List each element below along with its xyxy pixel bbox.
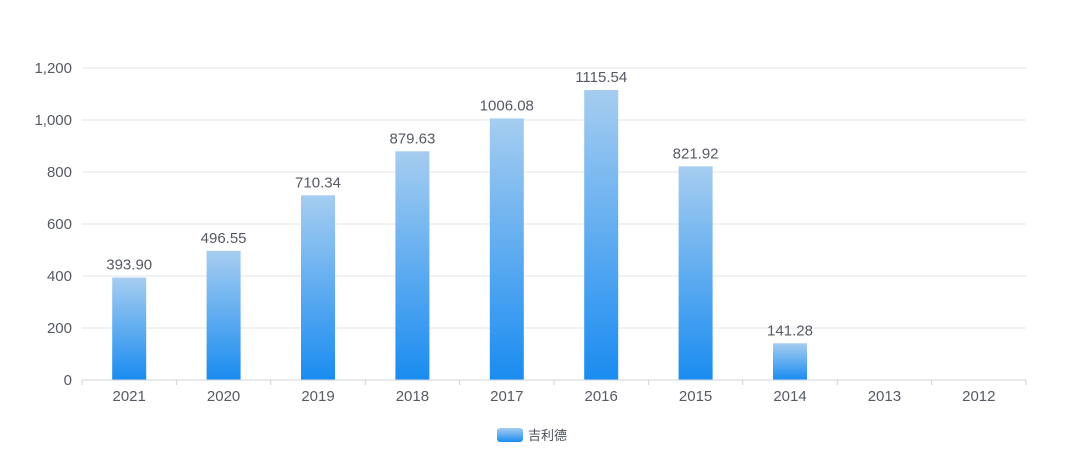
bar-value-label: 393.90 xyxy=(106,257,152,274)
x-tick-label: 2015 xyxy=(679,388,712,405)
x-axis: 2021 2020 2019 2018 2017 2016 2015 2014 2013 2012 xyxy=(81,379,1027,405)
x-tick-label: 2016 xyxy=(585,388,618,405)
y-axis: 0 200 400 600 800 1,000 1,200 xyxy=(34,60,72,389)
x-tick-label: 2021 xyxy=(113,388,146,405)
y-tick-label: 800 xyxy=(47,164,72,181)
bar[interactable] xyxy=(206,250,241,380)
bar-value-label: 821.92 xyxy=(673,145,719,162)
y-tick-label: 200 xyxy=(47,320,72,337)
x-tick-label: 2017 xyxy=(490,388,523,405)
x-tick-label: 2012 xyxy=(962,388,995,405)
x-tick-label: 2013 xyxy=(868,388,901,405)
x-tick-label: 2020 xyxy=(207,388,240,405)
x-tick-label: 2014 xyxy=(773,388,806,405)
bars xyxy=(112,89,807,381)
bar-value-label: 879.63 xyxy=(389,130,435,147)
y-tick-label: 1,000 xyxy=(34,112,72,129)
bar[interactable] xyxy=(112,277,147,380)
x-tick-label: 2019 xyxy=(301,388,334,405)
data-labels: 393.90 496.55 710.34 879.63 1006.08 1115.54 82… xyxy=(106,69,813,339)
y-tick-label: 1,200 xyxy=(34,60,72,77)
x-tick-label: 2018 xyxy=(396,388,429,405)
bar[interactable] xyxy=(584,89,619,381)
bar[interactable] xyxy=(489,118,524,381)
bar-value-label: 1006.08 xyxy=(480,97,534,114)
bar[interactable] xyxy=(678,166,713,380)
bar[interactable] xyxy=(301,195,335,380)
bar[interactable] xyxy=(395,151,430,380)
bar-value-label: 710.34 xyxy=(295,174,341,191)
bar[interactable] xyxy=(773,343,807,380)
y-tick-label: 0 xyxy=(64,372,72,389)
y-tick-label: 400 xyxy=(47,268,72,285)
legend-swatch[interactable] xyxy=(497,428,523,442)
legend[interactable]: 吉利德 xyxy=(497,428,567,443)
y-tick-label: 600 xyxy=(47,216,72,233)
bar-value-label: 1115.54 xyxy=(575,69,627,86)
bar-value-label: 496.55 xyxy=(201,230,247,247)
bar-value-label: 141.28 xyxy=(767,322,813,339)
legend-label[interactable]: 吉利德 xyxy=(528,428,567,443)
